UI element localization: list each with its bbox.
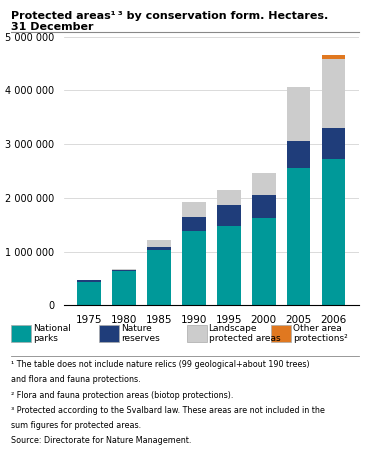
Bar: [112, 269, 136, 271]
Bar: [322, 128, 345, 159]
Text: and flora and fauna protections.: and flora and fauna protections.: [11, 375, 141, 385]
Bar: [182, 231, 206, 305]
Bar: [287, 141, 310, 168]
Text: Source: Directorate for Nature Management.: Source: Directorate for Nature Managemen…: [11, 436, 191, 445]
Text: Landscape
protected areas: Landscape protected areas: [209, 324, 280, 343]
Bar: [78, 282, 101, 305]
Text: Protected areas¹ ³ by conservation form. Hectares.: Protected areas¹ ³ by conservation form.…: [11, 11, 328, 22]
Bar: [287, 168, 310, 305]
Text: National
parks: National parks: [33, 324, 71, 343]
Bar: [217, 190, 241, 205]
Text: 31 December: 31 December: [11, 22, 93, 32]
Bar: [78, 280, 101, 282]
Bar: [147, 251, 171, 305]
Bar: [322, 59, 345, 128]
Text: ¹ The table does not include nature relics (99 geological+about 190 trees): ¹ The table does not include nature reli…: [11, 360, 310, 369]
Bar: [322, 55, 345, 59]
Text: Nature
reserves: Nature reserves: [121, 324, 160, 343]
Bar: [252, 195, 276, 218]
Bar: [252, 218, 276, 305]
Bar: [217, 226, 241, 305]
Text: Other area
protections²: Other area protections²: [293, 324, 348, 343]
Bar: [287, 87, 310, 141]
Bar: [217, 205, 241, 226]
Text: sum figures for protected areas.: sum figures for protected areas.: [11, 421, 141, 430]
Bar: [182, 217, 206, 231]
Text: ² Flora and fauna protection areas (biotop protections).: ² Flora and fauna protection areas (biot…: [11, 391, 234, 400]
Bar: [112, 271, 136, 305]
Bar: [252, 173, 276, 195]
Bar: [147, 240, 171, 247]
Bar: [182, 202, 206, 217]
Text: ³ Protected according to the Svalbard law. These areas are not included in the: ³ Protected according to the Svalbard la…: [11, 406, 325, 415]
Bar: [147, 247, 171, 251]
Bar: [322, 159, 345, 305]
